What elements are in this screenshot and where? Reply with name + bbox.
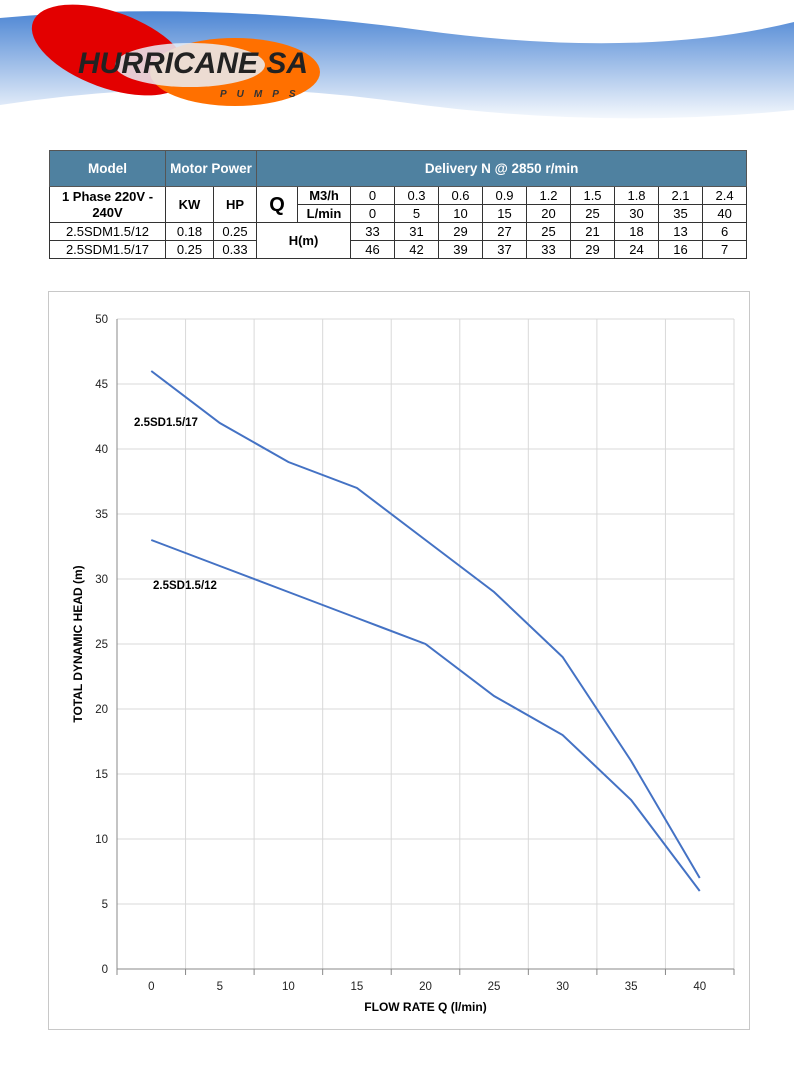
cell: 1.2: [526, 186, 572, 205]
cell: 1.8: [614, 186, 660, 205]
performance-chart: 0 5 10 15 20 25 30 35 40 45 50 0 5 10 15 20 25 30 35 40 FLOW…: [71, 314, 735, 1014]
lmin-label: L/min: [297, 204, 352, 223]
series-label: 2.5SD1.5/17: [134, 417, 198, 429]
cell: 42: [394, 240, 440, 259]
x-tick-label: 20: [419, 981, 432, 993]
x-tick-label: 30: [556, 981, 569, 993]
cell: 0.6: [438, 186, 484, 205]
y-tick-label: 35: [95, 509, 108, 521]
y-tick-label: 30: [95, 574, 108, 586]
x-tick-label: 5: [217, 981, 223, 993]
m3h-label: M3/h: [297, 186, 352, 205]
cell: 15: [482, 204, 528, 223]
cell: 0.33: [212, 240, 258, 259]
q-label: Q: [256, 186, 299, 223]
table-row: 2.5SDM1.5/12 0.18 0.25 H(m) 33 31 29 27 25 21 18…: [49, 222, 748, 259]
cell: 39: [438, 240, 484, 259]
cell: 21: [570, 222, 616, 241]
phase-label: 1 Phase 220V - 240V: [49, 186, 166, 223]
cell: 29: [438, 222, 484, 241]
y-tick-label: 50: [95, 314, 108, 326]
cell: 7: [702, 240, 748, 259]
cell: 27: [482, 222, 528, 241]
x-tick-label: 25: [488, 981, 501, 993]
logo-text: HURRICANE SA: [78, 47, 308, 80]
performance-table: Model Motor Power Delivery N @ 2850 r/mi…: [49, 150, 748, 259]
cell: 16: [658, 240, 704, 259]
cell: 10: [438, 204, 484, 223]
cell: 25: [570, 204, 616, 223]
cell: 1.5: [570, 186, 616, 205]
cell: 0.9: [482, 186, 528, 205]
cell: 2.5SDM1.5/17: [49, 240, 166, 259]
header-delivery: Delivery N @ 2850 r/min: [256, 150, 748, 187]
header-model: Model: [49, 150, 166, 187]
y-tick-label: 0: [102, 964, 108, 976]
cell: 0.25: [212, 222, 258, 241]
x-tick-label: 15: [351, 981, 364, 993]
header-banner: HURRICANE SA PUMPS: [0, 4, 794, 119]
cell: 5: [394, 204, 440, 223]
cell: 13: [658, 222, 704, 241]
cell: 29: [570, 240, 616, 259]
logo: HURRICANE SA PUMPS: [31, 4, 320, 106]
series-line: [150, 539, 701, 892]
cell: 46: [350, 240, 396, 259]
hm-label: H(m): [256, 222, 352, 259]
series-line: [150, 370, 701, 879]
cell: 33: [526, 240, 572, 259]
x-tick-label: 40: [693, 981, 706, 993]
cell: 6: [702, 222, 748, 241]
cell: 30: [614, 204, 660, 223]
kw-label: KW: [165, 186, 214, 223]
hp-label: HP: [212, 186, 258, 223]
cell: 24: [614, 240, 660, 259]
cell: 2.1: [658, 186, 704, 205]
svg-text:PUMPS: PUMPS: [220, 89, 306, 100]
x-tick-label: 35: [625, 981, 638, 993]
y-tick-label: 10: [95, 834, 108, 846]
x-tick-label: 10: [282, 981, 295, 993]
x-tick-label: 0: [148, 981, 154, 993]
header-motor-power: Motor Power: [164, 150, 258, 187]
cell: 20: [526, 204, 572, 223]
cell: 31: [394, 222, 440, 241]
cell: 2.4: [702, 186, 748, 205]
y-tick-label: 20: [95, 704, 108, 716]
y-axis-label: TOTAL DYNAMIC HEAD (m): [71, 565, 85, 722]
cell: 0.25: [165, 240, 214, 259]
cell: 0: [350, 186, 396, 205]
y-tick-label: 15: [95, 769, 108, 781]
cell: 35: [658, 204, 704, 223]
series-label: 2.5SD1.5/12: [153, 580, 217, 592]
y-tick-label: 40: [95, 444, 108, 456]
cell: 25: [526, 222, 572, 241]
cell: 2.5SDM1.5/12: [49, 222, 166, 241]
cell: 18: [614, 222, 660, 241]
cell: 40: [702, 204, 748, 223]
y-tick-label: 5: [102, 899, 108, 911]
cell: 37: [482, 240, 528, 259]
cell: 0: [350, 204, 396, 223]
x-axis-label: FLOW RATE Q (l/min): [364, 1000, 486, 1014]
y-tick-label: 45: [95, 379, 108, 391]
y-tick-label: 25: [95, 639, 108, 651]
table-row: 2.5SDM1.5/17 0.25 0.33 46 42 39 37 33 29 24 16 7: [49, 240, 748, 259]
cell: 0.18: [165, 222, 214, 241]
cell: 33: [350, 222, 396, 241]
chart-frame: 0 5 10 15 20 25 30 35 40 45 50 0 5 10 15 20 25 30 35 40 FLOW…: [48, 291, 750, 1030]
cell: 0.3: [394, 186, 440, 205]
